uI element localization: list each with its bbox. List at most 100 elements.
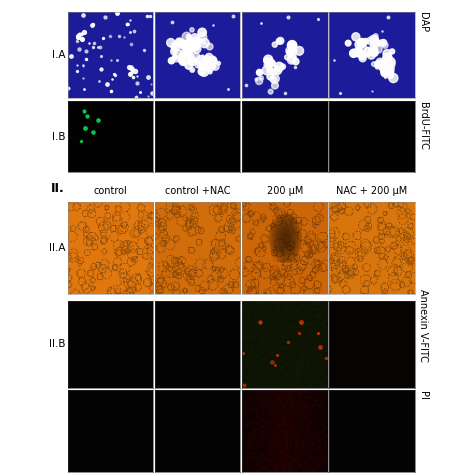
Circle shape (377, 61, 385, 69)
Circle shape (381, 59, 388, 66)
Circle shape (182, 32, 191, 41)
Circle shape (271, 69, 277, 75)
Circle shape (389, 73, 398, 82)
Circle shape (287, 41, 297, 50)
Circle shape (187, 36, 191, 40)
Circle shape (180, 54, 186, 60)
Circle shape (173, 55, 179, 62)
Circle shape (350, 49, 358, 57)
Circle shape (381, 59, 385, 63)
Circle shape (370, 41, 376, 47)
Circle shape (292, 55, 296, 58)
Circle shape (197, 38, 202, 44)
Circle shape (387, 61, 395, 68)
Circle shape (286, 47, 293, 54)
Circle shape (172, 55, 177, 60)
Circle shape (208, 70, 212, 74)
Circle shape (390, 69, 393, 73)
Circle shape (357, 52, 362, 57)
Circle shape (183, 48, 192, 57)
Circle shape (294, 49, 297, 53)
Circle shape (391, 66, 394, 71)
Circle shape (366, 52, 370, 56)
Circle shape (194, 37, 201, 45)
Circle shape (387, 73, 393, 79)
Circle shape (182, 45, 189, 52)
Circle shape (268, 68, 274, 74)
Circle shape (171, 49, 177, 55)
Circle shape (383, 49, 391, 58)
Circle shape (383, 53, 392, 63)
Circle shape (180, 41, 189, 49)
Circle shape (359, 52, 366, 60)
Circle shape (372, 62, 376, 66)
Circle shape (184, 49, 191, 57)
Circle shape (173, 49, 182, 58)
Circle shape (373, 39, 380, 47)
Text: II.A: II.A (49, 243, 66, 253)
Circle shape (179, 57, 187, 65)
Circle shape (187, 55, 193, 61)
Circle shape (205, 64, 210, 70)
Circle shape (168, 57, 174, 64)
Text: II.B: II.B (49, 339, 66, 349)
Circle shape (273, 66, 282, 74)
Circle shape (217, 62, 220, 65)
Circle shape (185, 42, 191, 48)
Circle shape (264, 63, 268, 67)
Circle shape (272, 82, 278, 89)
Circle shape (190, 37, 198, 46)
Circle shape (186, 46, 189, 50)
Circle shape (385, 66, 392, 73)
Text: I.B: I.B (53, 132, 66, 142)
Circle shape (187, 53, 193, 59)
Circle shape (262, 66, 271, 75)
Circle shape (198, 68, 206, 75)
Circle shape (192, 45, 201, 53)
Circle shape (380, 64, 388, 73)
Circle shape (198, 64, 202, 68)
Circle shape (196, 59, 203, 66)
Circle shape (270, 76, 277, 82)
Circle shape (190, 27, 194, 32)
Circle shape (287, 55, 296, 64)
Circle shape (367, 51, 375, 59)
Circle shape (292, 58, 299, 65)
Circle shape (370, 45, 374, 49)
Circle shape (195, 38, 201, 44)
Circle shape (171, 47, 177, 53)
Text: NAC + 200 μM: NAC + 200 μM (337, 186, 408, 196)
Circle shape (191, 34, 199, 42)
Circle shape (206, 43, 213, 50)
Circle shape (189, 57, 197, 65)
Circle shape (202, 62, 206, 65)
Circle shape (361, 51, 367, 57)
Circle shape (172, 41, 181, 51)
Circle shape (175, 38, 183, 46)
Circle shape (371, 49, 376, 54)
Circle shape (192, 43, 200, 50)
Circle shape (268, 60, 275, 67)
Circle shape (194, 44, 198, 47)
Circle shape (204, 63, 212, 71)
Circle shape (367, 37, 374, 45)
Text: DAP: DAP (418, 12, 428, 32)
Circle shape (189, 55, 193, 60)
Circle shape (356, 48, 363, 55)
Circle shape (369, 47, 378, 56)
Circle shape (358, 39, 365, 46)
Circle shape (267, 68, 273, 74)
Circle shape (375, 64, 380, 69)
Circle shape (192, 53, 200, 61)
Circle shape (390, 49, 395, 54)
Circle shape (363, 38, 368, 44)
Circle shape (346, 40, 351, 46)
Circle shape (369, 35, 379, 45)
Circle shape (352, 33, 360, 41)
Circle shape (270, 74, 279, 83)
Circle shape (190, 45, 197, 52)
Circle shape (207, 63, 211, 67)
Circle shape (167, 38, 175, 47)
Circle shape (198, 33, 207, 42)
Circle shape (371, 49, 378, 56)
